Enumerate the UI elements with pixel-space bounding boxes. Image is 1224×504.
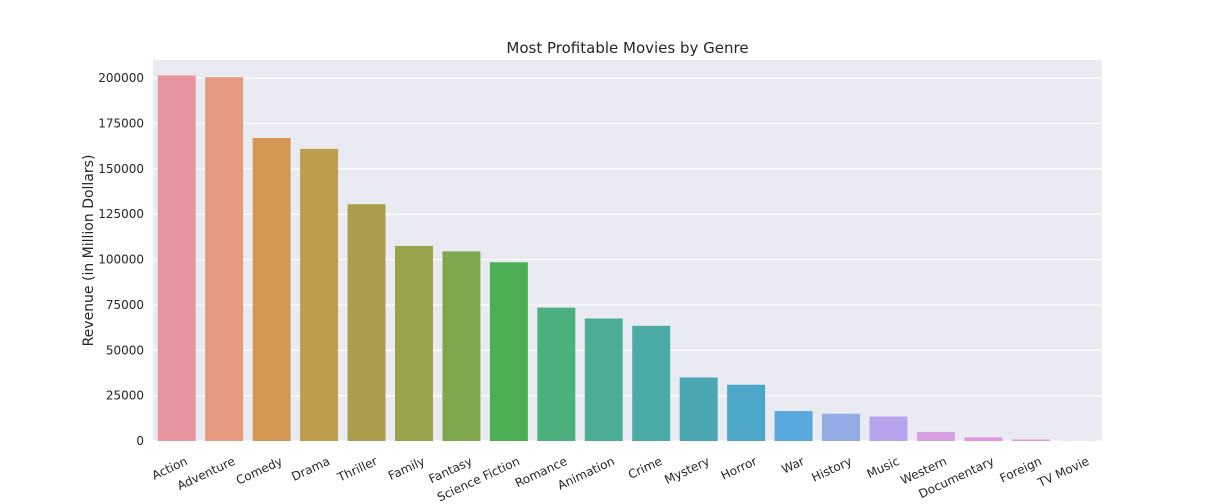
bar-family [394,245,433,441]
x-tick-label: Horror [719,454,759,483]
x-tick-label: War [779,454,806,477]
y-tick-labels: 0 25000 50000 75000 100000 125000 150000 175000… [98,71,144,448]
bar-action [157,75,196,442]
bar-drama [300,148,339,441]
y-tick-label: 100000 [98,253,144,267]
x-tick-label: Comedy [234,454,285,488]
bar-horror [727,384,766,441]
bar-science-fiction [489,262,528,441]
x-tick-label: Drama [289,454,332,484]
x-tick-label: Mystery [662,454,711,487]
bar-adventure [205,77,244,441]
x-tick-label: Family [386,454,427,483]
y-axis-title: Revenue (in Million Dollars) [81,155,97,347]
bar-western [916,431,955,441]
bars [157,75,1098,442]
bar-romance [537,307,576,441]
bar-war [774,411,813,441]
x-tick-label: Music [865,454,902,481]
bar-comedy [252,138,291,441]
x-tick-label: History [809,454,854,485]
y-tick-label: 175000 [98,117,144,131]
bar-fantasy [442,251,481,441]
y-tick-label: 150000 [98,162,144,176]
y-tick-label: 25000 [106,389,144,403]
bar-history [822,413,861,441]
bar-music [869,416,908,441]
y-tick-label: 125000 [98,207,144,221]
y-tick-label: 75000 [106,298,144,312]
y-tick-label: 50000 [106,343,144,357]
chart-title: Most Profitable Movies by Genre [506,39,748,57]
x-tick-label: Thriller [334,454,379,485]
bar-mystery [679,377,718,441]
bar-foreign [1011,439,1050,441]
plot-area [153,60,1102,441]
y-tick-label: 0 [136,434,144,448]
y-tick-label: 200000 [98,71,144,85]
bar-documentary [964,437,1003,441]
bar-thriller [347,204,386,441]
x-tick-label: TV Movie [1035,454,1092,490]
bar-animation [584,318,623,441]
x-tick-label: Science Fiction [435,454,522,504]
x-tick-label: Crime [626,454,664,482]
bar-crime [632,325,671,441]
